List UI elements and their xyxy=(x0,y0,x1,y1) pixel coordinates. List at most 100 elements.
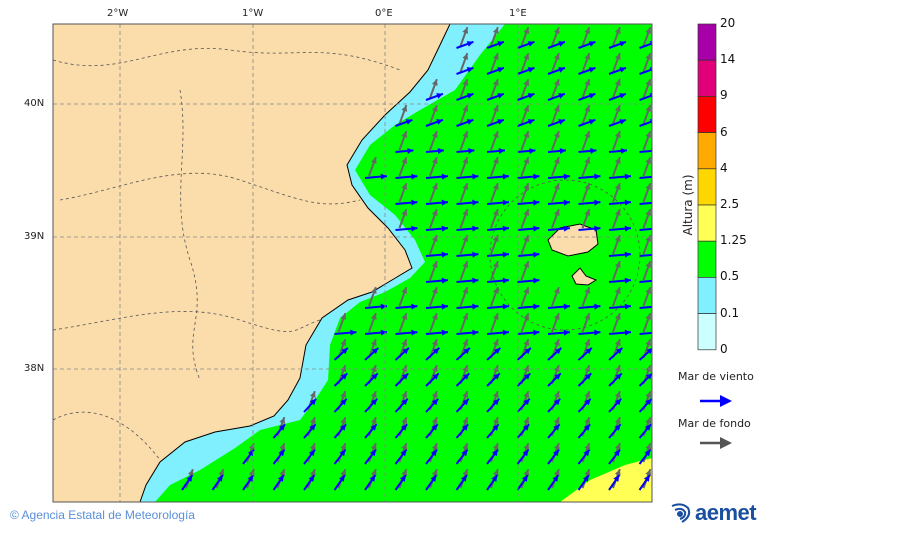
wind-sea-arrow-head xyxy=(645,373,652,380)
swell-arrow-head xyxy=(645,157,652,164)
wind-sea-arrow-head xyxy=(278,449,285,457)
wind-sea-arrow-head xyxy=(411,329,418,336)
wind-sea-arrow-head xyxy=(466,41,474,47)
wind-sea-arrow-head xyxy=(558,41,565,47)
wind-sea-arrow-head xyxy=(432,347,440,355)
wind-sea-arrow-head xyxy=(400,424,408,431)
wind-sea-arrow-head xyxy=(493,373,500,380)
wind-sea-arrow xyxy=(639,149,652,153)
swell-arrow-head xyxy=(462,469,469,476)
wind-sea-arrow-head xyxy=(655,304,661,310)
swell-arrow-head xyxy=(645,365,652,372)
wind-sea-arrow-head xyxy=(583,449,590,457)
wind-sea-arrow-head xyxy=(649,67,652,73)
colorbar xyxy=(697,23,717,351)
wind-sea-arrow-head xyxy=(655,226,661,232)
swell-arrow-head xyxy=(614,183,621,190)
swell-arrow-head xyxy=(309,469,316,476)
wind-sea-arrow-head xyxy=(594,173,601,180)
wind-sea-arrow-head xyxy=(431,398,439,406)
swell-arrow-head xyxy=(645,79,652,86)
wind-sea-arrow-head xyxy=(380,173,387,180)
colorbar-bin xyxy=(697,240,717,278)
wind-sea-arrow-head xyxy=(216,475,223,482)
swell-arrow-head xyxy=(645,53,652,60)
wind-sea-arrow-head xyxy=(594,303,601,310)
swell-arrow-head xyxy=(370,157,377,164)
wind-sea-arrow-head xyxy=(497,119,504,125)
swell-arrow-head xyxy=(401,157,408,164)
wind-sea-arrow-head xyxy=(472,303,479,310)
wind-sea-arrow-head xyxy=(563,225,570,232)
wind-sea-arrow-head xyxy=(371,347,379,355)
swell-arrow-head xyxy=(523,235,530,242)
swell-arrow-head xyxy=(553,417,560,424)
wind-sea-arrow-head xyxy=(502,199,509,206)
swell-arrow-head xyxy=(370,339,377,346)
wind-sea-arrow-head xyxy=(554,373,561,380)
swell-arrow-head xyxy=(492,391,499,398)
colorbar-level-label: 20 xyxy=(720,16,736,30)
wind-sea-arrow-head xyxy=(533,173,540,180)
swell-arrow-head xyxy=(614,391,621,398)
wind-sea-arrow xyxy=(639,201,652,205)
wind-sea-arrow-head xyxy=(441,199,448,206)
ibiza-island xyxy=(547,223,599,257)
wind-sea-arrow-head xyxy=(466,119,474,125)
wind-sea-arrow xyxy=(639,305,652,309)
swell-arrow-head xyxy=(645,443,652,450)
wind-sea-arrow-head xyxy=(341,347,348,355)
swell-arrow-head xyxy=(614,417,621,424)
swell-arrow-head xyxy=(523,53,530,60)
wind-sea-arrow-head xyxy=(502,277,509,284)
swell-arrow-head xyxy=(645,287,652,294)
wind-sea-arrow-head xyxy=(491,475,498,482)
wind-sea-arrow-head xyxy=(613,449,620,457)
swell-arrow-head xyxy=(401,469,408,476)
lon-label: 2°W xyxy=(107,8,129,19)
swell-arrow-head xyxy=(431,261,438,268)
swell-arrow-head xyxy=(645,313,652,320)
swell-arrow-head xyxy=(553,53,560,60)
wind-sea-arrow-head xyxy=(492,424,499,431)
wind-sea-arrow-head xyxy=(472,199,479,206)
swell-arrow-head xyxy=(431,79,438,86)
swell-arrow-head xyxy=(401,313,408,320)
wind-sea-arrow-head xyxy=(441,225,448,232)
wind-sea-arrow xyxy=(639,94,652,101)
colorbar-level-label: 4 xyxy=(720,160,728,175)
swell-arrow-head xyxy=(553,391,560,398)
swell-arrow-head xyxy=(584,27,591,34)
wind-sea-arrow-head xyxy=(624,199,631,206)
swell-arrow-head xyxy=(645,469,652,476)
wind-sea-arrow-head xyxy=(430,449,437,457)
lat-label: 38N xyxy=(24,363,45,374)
wind-sea-arrow-head xyxy=(309,424,316,431)
aemet-logo: aemet xyxy=(670,500,757,526)
colorbar-level-label: 6 xyxy=(720,124,728,139)
wind-sea-arrow-head xyxy=(563,199,570,206)
wind-sea-arrow-head xyxy=(369,475,376,482)
wind-sea-arrow-head xyxy=(502,329,509,336)
wind-sea-arrow-head xyxy=(462,398,469,406)
swell-arrow-head xyxy=(553,313,560,320)
swell-arrow-head xyxy=(431,313,438,320)
wind-sea-arrow xyxy=(639,175,652,179)
wind-sea-arrow-head xyxy=(594,329,601,336)
wind-sea-arrow-head xyxy=(527,67,535,73)
swell-arrow-head xyxy=(614,443,621,450)
swell-arrow-head xyxy=(614,261,621,268)
swell-arrow-head xyxy=(401,443,408,450)
colorbar-bin xyxy=(697,277,717,314)
swell-arrow-head xyxy=(523,417,530,424)
wind-sea-arrow xyxy=(639,42,652,49)
wind-sea-arrow-head xyxy=(594,225,601,232)
wind-sea-arrow-head xyxy=(615,347,623,355)
swell-arrow-head xyxy=(584,209,591,216)
wind-sea-arrow-head xyxy=(247,449,254,457)
wind-sea-arrow xyxy=(639,253,652,257)
wind-sea-arrow-head xyxy=(463,347,470,355)
swell-arrow-head xyxy=(645,131,652,138)
wind-sea-arrow-head xyxy=(523,373,531,380)
swell-arrowhead-icon xyxy=(720,437,732,449)
